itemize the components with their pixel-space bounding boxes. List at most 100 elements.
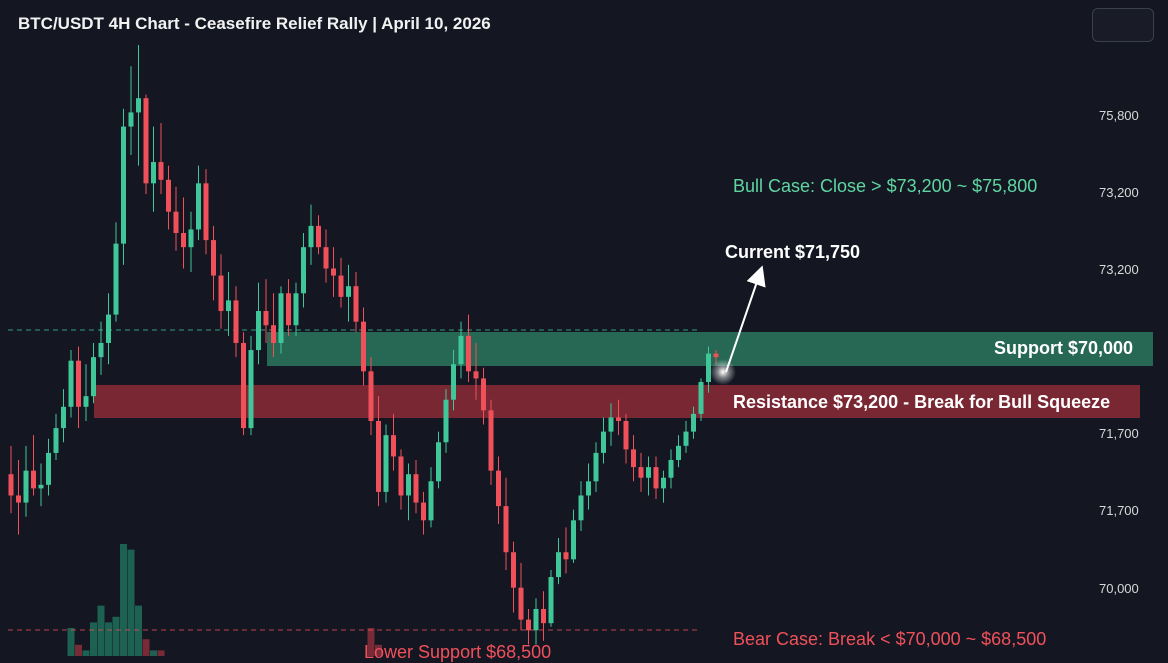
volume-bar xyxy=(127,549,135,656)
candle xyxy=(623,413,629,464)
candle-body xyxy=(623,420,629,450)
volume-bar xyxy=(67,628,75,656)
chart-settings-button[interactable] xyxy=(1092,8,1154,42)
candle-body xyxy=(173,211,179,233)
candle-body xyxy=(241,342,246,429)
candle xyxy=(398,449,404,510)
candle-body xyxy=(271,325,276,343)
candle xyxy=(376,396,381,507)
candle xyxy=(308,204,314,265)
candle-body xyxy=(278,293,284,343)
candle-body xyxy=(548,577,554,624)
candle-body xyxy=(143,98,149,184)
candle xyxy=(518,562,524,631)
candle xyxy=(661,470,666,503)
candle-body xyxy=(248,350,254,429)
candle-body xyxy=(226,300,231,312)
candle-body xyxy=(631,449,636,468)
candle-body xyxy=(196,183,201,230)
candle-body xyxy=(698,381,704,414)
candle-body xyxy=(151,162,156,184)
candle-body xyxy=(113,243,119,315)
volume-bar xyxy=(367,628,375,656)
candle-body xyxy=(481,378,486,411)
candle-body xyxy=(68,360,74,407)
candle-body xyxy=(406,474,411,496)
candle xyxy=(496,456,501,524)
candle-body xyxy=(16,495,21,503)
candle xyxy=(413,460,419,514)
candle-body xyxy=(661,477,666,489)
candle xyxy=(113,222,119,322)
candle xyxy=(16,460,21,535)
candle xyxy=(443,389,449,453)
candle-body xyxy=(308,225,314,248)
candle xyxy=(586,463,591,510)
candle xyxy=(473,342,479,400)
candle-body xyxy=(466,335,471,372)
candle-body xyxy=(361,321,366,372)
candle-body xyxy=(578,495,584,521)
candle xyxy=(301,232,306,308)
candle-body xyxy=(98,342,104,358)
candle xyxy=(323,229,329,283)
y-tick-label: 73,200 xyxy=(1099,262,1139,277)
candle xyxy=(601,417,606,464)
candle xyxy=(203,169,209,255)
candle xyxy=(353,272,359,333)
volume-bar xyxy=(90,622,97,656)
candle-body xyxy=(316,225,321,248)
candle-body xyxy=(421,502,426,521)
volume-bar xyxy=(142,639,150,656)
candle xyxy=(563,527,569,574)
candle-body xyxy=(286,293,291,326)
candle xyxy=(8,445,14,514)
volume-bar xyxy=(150,650,157,656)
bull-case-label: Bull Case: Close > $73,200 ~ $75,800 xyxy=(733,176,1038,196)
candle-body xyxy=(488,410,494,471)
candle xyxy=(346,264,351,322)
candle xyxy=(331,247,336,297)
candle-body xyxy=(586,481,591,496)
candle xyxy=(421,491,426,535)
candle-body xyxy=(353,286,359,322)
candle xyxy=(436,431,441,489)
current-price-glow xyxy=(710,359,736,385)
candle xyxy=(181,197,186,269)
candle xyxy=(548,569,554,627)
candle-body xyxy=(713,353,719,358)
candle xyxy=(91,342,96,404)
candle-body xyxy=(473,371,479,379)
candle-body xyxy=(691,413,696,432)
candle xyxy=(106,293,111,365)
candle-body xyxy=(256,311,261,351)
candle xyxy=(706,346,711,393)
candle xyxy=(526,608,531,645)
candle xyxy=(233,286,239,358)
bear-case-label: Bear Case: Break < $70,000 ~ $68,500 xyxy=(733,629,1047,649)
candle xyxy=(263,279,269,343)
candle-body xyxy=(683,431,689,446)
candle-body xyxy=(451,364,456,400)
y-tick-label: 75,800 xyxy=(1099,108,1139,123)
candle-body xyxy=(458,335,464,365)
candle-body xyxy=(593,452,599,482)
candle-body xyxy=(541,608,546,624)
candle xyxy=(631,435,636,482)
candle-body xyxy=(188,229,194,248)
candle-body xyxy=(121,126,126,244)
candle xyxy=(428,467,434,528)
candle-body xyxy=(601,431,606,453)
candle xyxy=(691,406,696,439)
candles xyxy=(8,45,719,645)
candle-body xyxy=(563,552,569,560)
candle-body xyxy=(301,247,306,294)
candle xyxy=(173,186,179,251)
candle xyxy=(646,456,651,496)
support-label: Support $70,000 xyxy=(994,338,1134,358)
candle xyxy=(316,215,321,255)
candle-body xyxy=(571,520,576,560)
candle xyxy=(293,282,299,336)
candle xyxy=(556,538,561,585)
candle xyxy=(68,350,74,418)
